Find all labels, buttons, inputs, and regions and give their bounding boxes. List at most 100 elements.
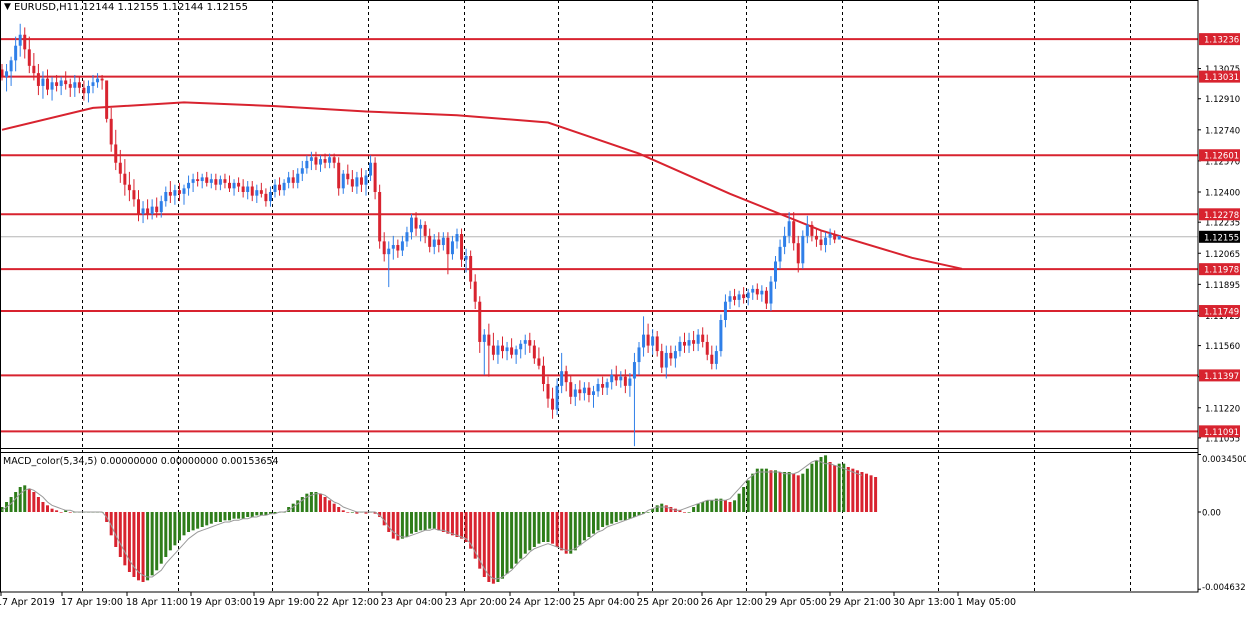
macd-bar (824, 455, 828, 512)
candle (382, 232, 386, 262)
candle-body (68, 84, 72, 88)
macd-bar (491, 512, 495, 584)
candle-body (692, 340, 696, 344)
macd-bar (191, 512, 195, 531)
macd-bar (478, 512, 482, 569)
macd-bar (173, 512, 177, 546)
macd-bar (619, 512, 623, 521)
macd-bar (751, 473, 755, 512)
x-tick-label: 25 Apr 04:00 (573, 597, 635, 608)
candle (428, 228, 432, 253)
candle (86, 80, 90, 103)
candle (77, 76, 81, 94)
macd-bar (532, 512, 536, 547)
candle (560, 352, 564, 394)
candle-body (537, 358, 541, 366)
x-tick-label: 26 Apr 12:00 (701, 597, 763, 608)
macd-bar (437, 512, 441, 531)
macd-bar (164, 512, 168, 557)
candle (100, 74, 104, 90)
macd-bar (300, 497, 304, 512)
x-tick-label: 18 Apr 11:00 (126, 597, 188, 608)
candle (96, 73, 100, 88)
level-price-tag (1199, 208, 1240, 221)
candle-body (696, 334, 700, 344)
candle (441, 232, 445, 251)
collapse-arrow-icon[interactable]: ▼ (4, 2, 11, 12)
macd-bar (578, 512, 582, 546)
candle (573, 384, 577, 406)
macd-bar (291, 503, 295, 512)
candle-body (810, 224, 814, 236)
macd-bar (319, 493, 322, 512)
macd-bar (346, 512, 350, 513)
candle-body (396, 245, 400, 251)
macd-bar (523, 512, 527, 554)
candle-body (300, 168, 304, 174)
candle-body (737, 294, 741, 300)
candle-body (259, 190, 263, 194)
candle-body (464, 256, 468, 260)
candle-body (491, 345, 495, 355)
candle (833, 230, 837, 244)
candle-body (168, 192, 172, 196)
macd-bar (473, 512, 477, 559)
candle (541, 356, 545, 392)
candle (419, 219, 423, 242)
macd-bar (642, 512, 646, 514)
candle (778, 239, 782, 269)
macd-title: MACD_color(5,34,5) 0.00000000 0.00000000… (3, 456, 279, 467)
candle-body (592, 391, 595, 395)
candle-body (77, 82, 81, 88)
candle-body (228, 182, 231, 189)
macd-bar (855, 470, 859, 512)
candle (796, 235, 800, 273)
candle (464, 248, 468, 273)
macd-bar (177, 512, 181, 541)
level-price-label: 1.11978 (1204, 266, 1239, 276)
candle (555, 378, 559, 416)
macd-bar (683, 512, 686, 513)
candle (309, 151, 313, 171)
candle-body (819, 239, 823, 246)
level-price-tag (1199, 369, 1240, 382)
candle-body (350, 179, 354, 187)
candle-body (59, 80, 63, 86)
macd-bar (309, 492, 313, 512)
macd-bar (837, 463, 841, 512)
candle (455, 228, 459, 249)
macd-bar (228, 512, 231, 521)
candle-body (614, 374, 618, 381)
macd-bar (46, 505, 49, 512)
candle-body (787, 221, 791, 236)
candle (760, 285, 764, 302)
candle-body (200, 177, 204, 182)
macd-bar (168, 512, 172, 551)
candle-body (341, 173, 345, 189)
candle (473, 274, 477, 310)
candle (805, 215, 809, 244)
macd-bar (819, 457, 823, 512)
macd-bar (441, 512, 445, 532)
candle (177, 182, 181, 202)
candle (373, 157, 377, 200)
candle (696, 329, 700, 352)
macd-bar (646, 512, 650, 513)
macd-bar (32, 492, 36, 512)
horizontal-levels (0, 38, 1198, 433)
candle (59, 76, 63, 96)
macd-bar (669, 507, 673, 512)
candle-body (319, 159, 322, 165)
candle (787, 212, 791, 244)
candle-body (769, 281, 773, 304)
candlestick-series (0, 23, 841, 447)
macd-bar (455, 512, 459, 537)
candle (514, 345, 518, 364)
candle-body (582, 387, 586, 394)
candle-body (746, 292, 750, 299)
macd-bar (268, 512, 272, 514)
candle (774, 256, 777, 289)
macd-bar (18, 487, 22, 512)
